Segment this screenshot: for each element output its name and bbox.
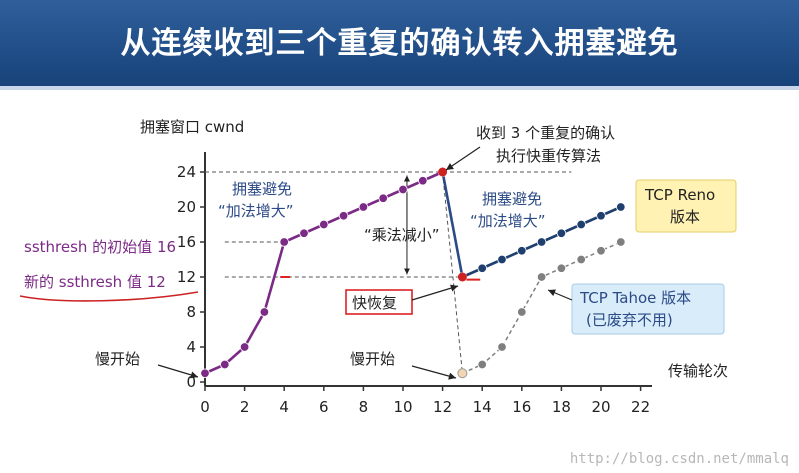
x-tick-label: 0 xyxy=(200,398,210,416)
annotation-ca-2-line2: “加法增大” xyxy=(470,212,546,230)
reno-phase1-series-point xyxy=(398,184,408,195)
reno-phase2-series-point xyxy=(556,228,567,238)
fast-recovery-pointer xyxy=(411,284,459,301)
tahoe-pointer xyxy=(547,289,573,301)
tahoe-legend-box xyxy=(571,283,725,335)
x-tick-label: 4 xyxy=(279,398,289,416)
tahoe-series-point xyxy=(576,254,586,265)
tahoe-series-point xyxy=(477,359,487,370)
y-tick-label: 0 xyxy=(186,373,196,391)
tahoe-series-point xyxy=(596,246,606,256)
y-tick-label: 8 xyxy=(186,303,196,321)
annotation-dupack-line1: 收到 3 个重复的确认 xyxy=(476,124,615,142)
page-title: 从连续收到三个重复的确认转入拥塞避免 xyxy=(120,26,679,61)
annotation-ca-1-line2: “加法增大” xyxy=(218,202,294,220)
fast-recovery-marker xyxy=(457,272,467,282)
tahoe-series-point xyxy=(536,272,547,282)
tahoe-series-point xyxy=(517,307,527,317)
y-tick-label: 12 xyxy=(177,268,196,286)
annotation-multiplicative-decrease: “乘法减小” xyxy=(364,226,440,244)
x-tick-label: 20 xyxy=(591,398,610,416)
y-tick-label: 20 xyxy=(177,198,196,216)
annotation-fast-recovery: 快恢复 xyxy=(352,294,397,312)
reno-phase2-series-point xyxy=(536,237,547,247)
annotation-ca-2-line1: 拥塞避免 xyxy=(482,190,542,208)
legend-tahoe-line2: (已废弃不用) xyxy=(586,311,673,329)
handwritten-underline xyxy=(19,291,199,302)
title-divider xyxy=(0,86,799,90)
x-axis-label: 传输轮次 xyxy=(668,362,728,380)
reno-phase1-series-point xyxy=(220,359,230,370)
peak-marker xyxy=(438,167,448,177)
annotation-dupack-line2: 执行快重传算法 xyxy=(496,147,601,165)
annotation-ssthresh-new: 新的 ssthresh 值 12 xyxy=(24,273,166,291)
annotation-slow-start-2: 慢开始 xyxy=(350,350,395,368)
x-tick-label: 16 xyxy=(512,398,531,416)
reno-phase1-series-point xyxy=(319,219,329,230)
y-tick-label: 16 xyxy=(177,233,196,251)
reno-legend-box xyxy=(635,179,737,233)
reno-phase1-series-point xyxy=(259,307,270,317)
x-tick-label: 8 xyxy=(359,398,369,416)
reno-phase2-series-point xyxy=(517,246,527,256)
slow-start-1-pointer xyxy=(157,364,199,379)
tahoe-restart-marker xyxy=(457,368,468,379)
dupack-pointer xyxy=(445,146,481,171)
y-axis-label: 拥塞窗口 cwnd xyxy=(140,118,244,136)
reno-phase1-series-point xyxy=(299,228,309,238)
fast-recovery-box xyxy=(345,289,413,315)
reno-phase2-series-point xyxy=(576,219,586,230)
title-bar xyxy=(0,0,799,86)
reno-phase1-series-point xyxy=(418,176,428,186)
reno-phase1-series-point xyxy=(378,193,388,203)
legend-reno-line2: 版本 xyxy=(670,208,700,226)
reno-phase1-series-point xyxy=(358,202,369,212)
y-tick-label: 24 xyxy=(177,163,196,181)
reno-phase2-series-point xyxy=(596,211,606,221)
legend-reno-line1: TCP Reno xyxy=(644,186,715,204)
reno-phase2-series-point xyxy=(497,254,507,265)
reno-phase1-series-point xyxy=(338,211,349,221)
x-tick-label: 12 xyxy=(433,398,452,416)
x-tick-label: 2 xyxy=(240,398,250,416)
reno-phase2-series-point xyxy=(616,202,626,212)
tahoe-series-point xyxy=(497,342,507,352)
x-tick-label: 18 xyxy=(552,398,571,416)
reno-phase1-series-point xyxy=(279,237,289,247)
reno-drop-line xyxy=(441,171,464,278)
slow-start-2-pointer xyxy=(411,365,457,380)
reno-phase2-series-point xyxy=(477,263,487,273)
tahoe-drop-line xyxy=(442,171,463,374)
x-tick-label: 10 xyxy=(393,398,412,416)
annotation-ssthresh-initial: ssthresh 的初始值 16 xyxy=(24,238,176,256)
legend-tahoe-line1: TCP Tahoe 版本 xyxy=(579,289,691,307)
x-tick-label: 14 xyxy=(473,398,492,416)
reno-phase1-series-point xyxy=(239,342,250,352)
watermark: http://blog.csdn.net/mmalq xyxy=(569,451,789,467)
tahoe-series-point xyxy=(616,237,626,247)
annotation-slow-start-1: 慢开始 xyxy=(95,350,140,368)
x-tick-label: 6 xyxy=(319,398,329,416)
x-tick-label: 22 xyxy=(631,398,650,416)
tahoe-series-point xyxy=(556,263,567,273)
annotation-ca-1-line1: 拥塞避免 xyxy=(232,180,292,198)
reno-phase1-series-point xyxy=(200,368,210,378)
y-tick-label: 4 xyxy=(186,338,196,356)
